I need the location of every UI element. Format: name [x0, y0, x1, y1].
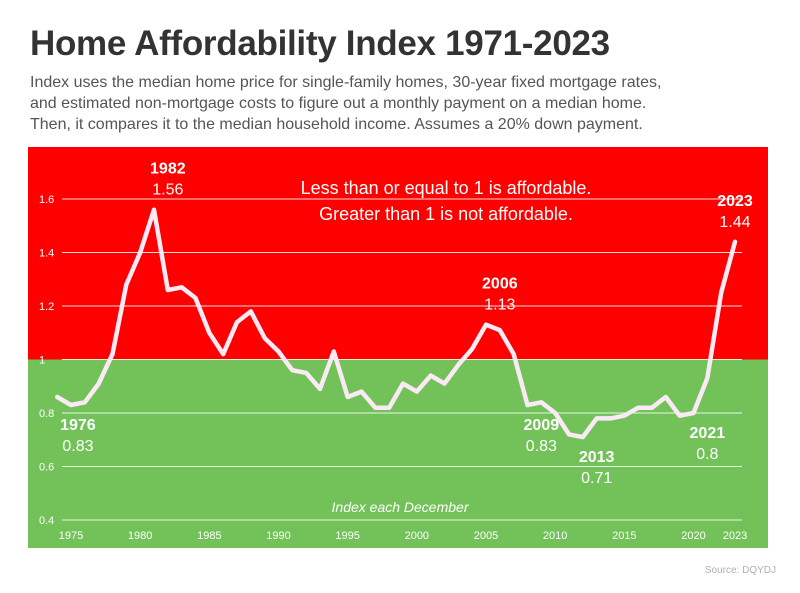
- y-tick-label: 1.6: [39, 194, 54, 206]
- annotation-value-label: 0.83: [62, 438, 93, 455]
- annotation-value-label: 0.8: [696, 446, 718, 463]
- chart-subtitle: Index uses the median home price for sin…: [30, 72, 790, 135]
- annotation-value-label: 0.83: [526, 438, 557, 455]
- subtitle-line-3: Then, it compares it to the median house…: [30, 116, 643, 133]
- x-tick-label: 2005: [474, 530, 498, 542]
- x-tick-label: 2010: [543, 530, 567, 542]
- y-tick-label: 0.4: [39, 515, 54, 527]
- annotation-year-label: 2021: [690, 425, 726, 442]
- y-tick-label: 0.6: [39, 462, 54, 474]
- x-tick-label: 1995: [335, 530, 359, 542]
- zone-note-line: Less than or equal to 1 is affordable.: [301, 178, 592, 198]
- x-tick-label: 2023: [723, 530, 747, 542]
- y-tick-label: 0.8: [39, 408, 54, 420]
- y-tick-label: 1: [39, 355, 45, 367]
- annotation-year-label: 1976: [60, 417, 96, 434]
- annotation-value-label: 1.13: [484, 297, 515, 314]
- y-tick-label: 1.4: [39, 248, 54, 260]
- x-axis-label: Index each December: [332, 499, 470, 515]
- x-tick-label: 2015: [612, 530, 636, 542]
- x-tick-label: 2020: [681, 530, 705, 542]
- unaffordable-zone: [28, 147, 768, 360]
- x-tick-label: 1975: [59, 530, 83, 542]
- affordability-index-line: [54, 207, 738, 440]
- x-tick-label: 1980: [128, 530, 152, 542]
- x-tick-label: 2000: [405, 530, 429, 542]
- annotation-year-label: 2023: [717, 193, 753, 210]
- subtitle-line-2: and estimated non-mortgage costs to figu…: [30, 95, 647, 112]
- chart-title: Home Affordability Index 1971-2023: [30, 24, 610, 63]
- annotation-year-label: 2006: [482, 276, 518, 293]
- source-credit: Source: DQYDJ: [704, 565, 776, 576]
- annotation-year-label: 1982: [150, 161, 186, 178]
- annotation-year-label: 2009: [524, 417, 560, 434]
- subtitle-line-1: Index uses the median home price for sin…: [30, 74, 662, 91]
- annotation-value-label: 1.44: [719, 214, 750, 231]
- y-tick-label: 1.2: [39, 301, 54, 313]
- annotation-value-label: 1.56: [152, 182, 183, 199]
- annotation-value-label: 0.71: [581, 470, 612, 487]
- zone-note-line: Greater than 1 is not affordable.: [319, 204, 573, 224]
- annotation-year-label: 2013: [579, 449, 615, 466]
- x-tick-label: 1985: [197, 530, 221, 542]
- x-tick-label: 1990: [266, 530, 290, 542]
